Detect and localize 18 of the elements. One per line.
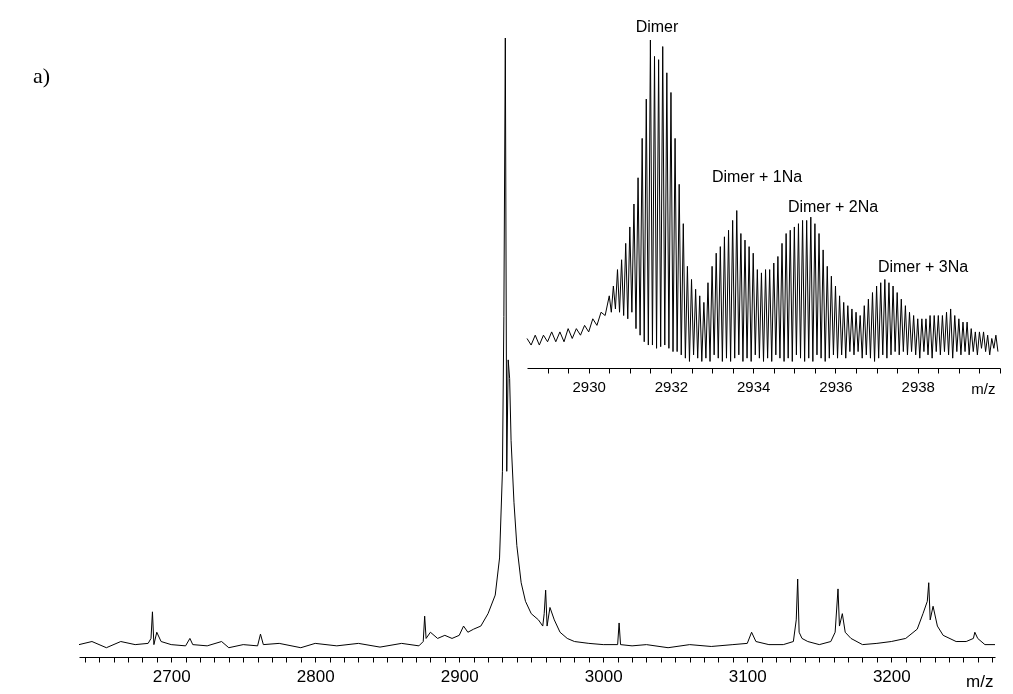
x-tick-label: 2936	[819, 377, 853, 395]
annotation: Dimer + 1Na	[711, 168, 803, 185]
x-tick-label: 2930	[572, 377, 606, 395]
x-tick-label: 2934	[737, 377, 771, 395]
text: Dimer	[635, 18, 679, 35]
x-tick-label: 2932	[654, 377, 689, 395]
x-tick-label: 2800	[296, 666, 335, 686]
annotation: Dimer + 2Na	[787, 198, 879, 215]
x-tick-label: 3100	[728, 666, 767, 686]
x-tick-label: 2900	[440, 666, 479, 686]
x-tick-label: 3200	[872, 666, 911, 686]
x-axis-title: m/z	[966, 671, 994, 691]
x-tick-label: 2700	[152, 666, 191, 686]
x-axis-title: m/z	[971, 379, 996, 397]
text: a)	[33, 63, 51, 88]
x-tick-label: 2938	[901, 377, 935, 395]
x-tick-label: 3000	[584, 666, 623, 686]
annotation: Dimer + 3Na	[877, 258, 969, 275]
